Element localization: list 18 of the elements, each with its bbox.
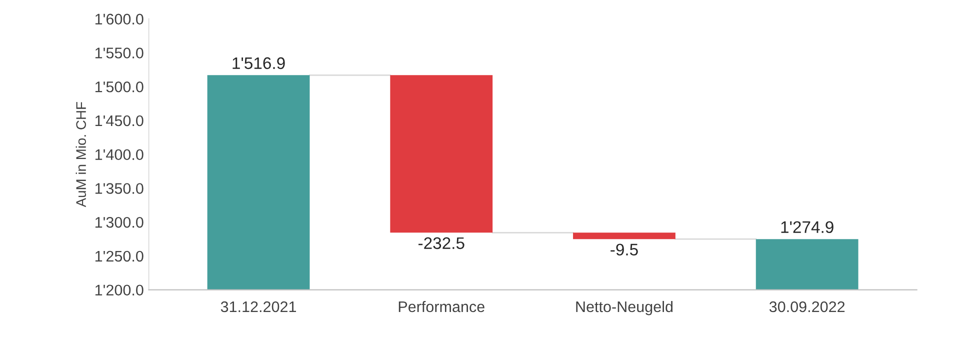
y-tick-label: 1'600.0 xyxy=(95,14,144,25)
x-tick-label: 31.12.2021 xyxy=(220,301,296,312)
data-label: -9.5 xyxy=(610,244,638,256)
y-tick-label: 1'450.0 xyxy=(95,115,144,126)
data-label: 1'516.9 xyxy=(232,57,285,70)
y-tick-label: 1'200.0 xyxy=(95,284,144,296)
x-tick-label: Netto-Neugeld xyxy=(576,300,673,316)
y-tick-label: 1'350.0 xyxy=(95,183,144,194)
x-tick-label: 30.09.2022 xyxy=(769,301,845,312)
y-tick-label: 1'250.0 xyxy=(95,250,144,262)
x-tick-label: Performance xyxy=(398,300,484,312)
data-label: 1'274.9 xyxy=(781,221,834,234)
y-axis-title: AuM in Mio. CHF xyxy=(76,102,86,208)
y-tick-label: 1'400.0 xyxy=(95,149,144,160)
y-tick-label: 1'300.0 xyxy=(95,216,144,228)
y-tick-label: 1'500.0 xyxy=(95,81,144,92)
y-tick-label: 1'550.0 xyxy=(95,48,144,58)
data-label: -232.5 xyxy=(418,237,464,250)
